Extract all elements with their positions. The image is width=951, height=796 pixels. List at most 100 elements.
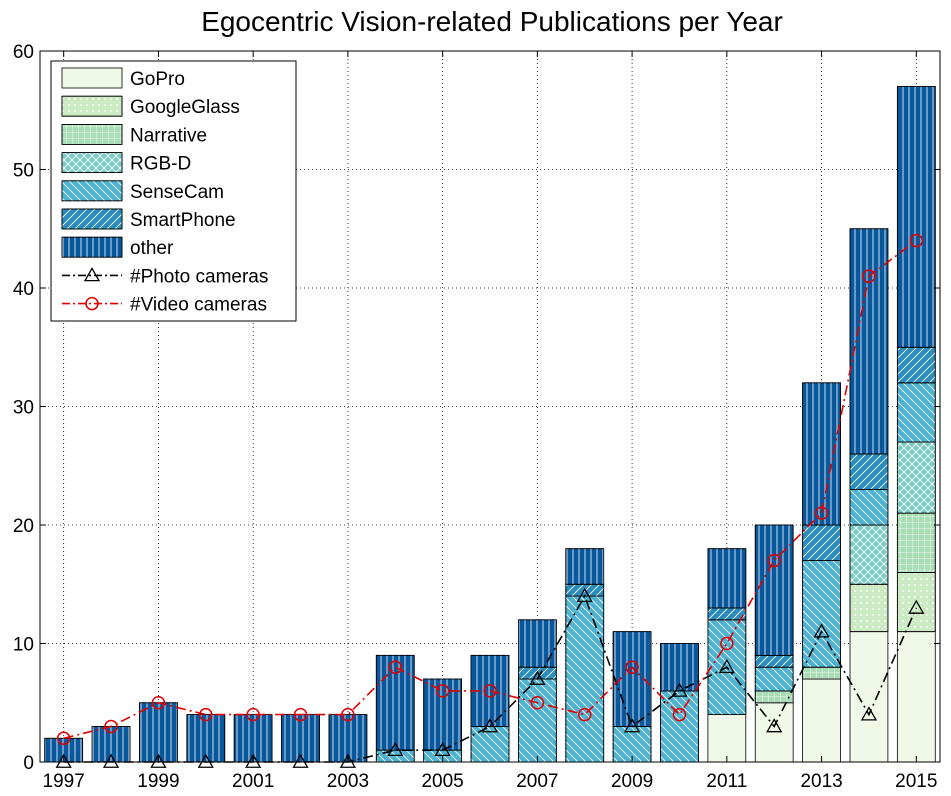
- x-tick-label: 2001: [232, 771, 274, 792]
- y-tick-label: 30: [13, 398, 34, 419]
- bar-hatch-smartphone-2015: [896, 346, 936, 384]
- bar-hatch-smartphone-2012: [754, 654, 794, 668]
- bar-hatch-rgb-d-2015: [896, 441, 936, 514]
- point-photo-cameras-2006: [481, 718, 499, 733]
- plot-area: 0 10 20 30 40 50 60 1997 1999 2001 2003 2005 2007 200…: [13, 42, 941, 792]
- bar-hatch-narrative-2013: [802, 666, 841, 680]
- bar-gopro-2014: [849, 631, 889, 763]
- legend-swatch-hatch-rgb-d: [61, 152, 123, 174]
- bar-hatch-sensecam-2007: [518, 678, 557, 763]
- x-tick-label: 2007: [516, 771, 558, 792]
- bar-hatch-googleglass-2015: [896, 572, 936, 633]
- point-photo-cameras-2001: [245, 753, 262, 768]
- point-photo-cameras-2004: [387, 741, 404, 757]
- bar-hatch-other-2009: [612, 631, 652, 727]
- bar-hatch-other-2015: [896, 86, 936, 348]
- point-video-cameras-2015: [909, 233, 924, 248]
- bar-hatch-sensecam-2012: [754, 666, 794, 692]
- legend-swatch-hatch-smartphone: [61, 208, 123, 230]
- bar-hatch-other-2011: [707, 548, 747, 609]
- point-video-cameras-2012: [767, 553, 781, 568]
- bar-hatch-sensecam-2013: [802, 560, 841, 668]
- legend-label-rgb-d: RGB-D: [130, 154, 191, 175]
- bar-hatch-other-2008: [565, 548, 605, 585]
- y-tick-label: 40: [13, 279, 34, 300]
- bars: [44, 86, 936, 763]
- point-video-cameras-2014: [862, 269, 876, 283]
- point-photo-cameras-2012: [766, 718, 783, 733]
- x-tick-label: 1999: [137, 771, 179, 792]
- bar-hatch-sensecam-2014: [849, 489, 889, 526]
- legend-label-narrative: Narrative: [130, 125, 207, 146]
- legend-swatch-hatch-sensecam: [61, 180, 123, 202]
- bar-hatch-narrative-2012: [754, 690, 794, 704]
- legend-swatch-hatch-narrative: [61, 124, 123, 145]
- point-video-cameras-2002: [293, 707, 308, 722]
- point-photo-cameras-2000: [197, 753, 214, 768]
- point-video-cameras-1998: [104, 719, 118, 734]
- legend-label-other: other: [130, 238, 174, 259]
- point-photo-cameras-2015: [908, 599, 925, 614]
- bar-hatch-sensecam-2004: [375, 749, 415, 763]
- x-tick-label: 2003: [327, 771, 369, 792]
- point-photo-cameras-2005: [434, 741, 451, 757]
- point-video-cameras-2007: [530, 696, 545, 710]
- y-tick-label: 20: [13, 516, 34, 537]
- point-video-cameras-2008: [577, 707, 592, 722]
- point-photo-cameras-2007: [529, 670, 546, 685]
- point-video-cameras-2011: [720, 636, 734, 651]
- legend-label-googleglass: GoogleGlass: [130, 97, 240, 118]
- chart-title: Egocentric Vision-related Publications p…: [201, 6, 783, 37]
- bar-hatch-smartphone-2013: [802, 524, 841, 561]
- x-tick-label: 2011: [706, 771, 747, 792]
- legend-swatch-gopro: [61, 67, 123, 89]
- point-photo-cameras-2013: [813, 623, 830, 638]
- point-video-cameras-2005: [435, 684, 450, 698]
- y-tick-label: 50: [13, 161, 34, 182]
- point-video-cameras-2010: [672, 707, 687, 722]
- bar-hatch-other-1999: [139, 702, 178, 763]
- y-tick-label: 60: [13, 42, 34, 63]
- legend-swatch-hatch-other: [61, 236, 123, 258]
- bar-hatch-narrative-2015: [896, 512, 936, 573]
- legend-label-video-cameras: #Video cameras: [130, 295, 267, 316]
- bar-hatch-sensecam-2015: [896, 382, 936, 443]
- legend-label-gopro: GoPro: [130, 69, 185, 90]
- bar-gopro-2011: [707, 714, 747, 763]
- point-photo-cameras-2002: [292, 753, 309, 768]
- y-tick-label: 10: [13, 635, 34, 656]
- bar-hatch-other-2012: [754, 524, 794, 656]
- point-video-cameras-1999: [151, 696, 166, 710]
- point-video-cameras-2013: [814, 506, 829, 520]
- x-tick-label: 2009: [611, 771, 653, 792]
- x-tick-label: 2005: [421, 771, 463, 792]
- legend-swatch-hatch-googleglass: [61, 95, 123, 117]
- point-video-cameras-2000: [199, 707, 213, 722]
- legend-label-sensecam: SenseCam: [130, 182, 224, 203]
- bar-hatch-sensecam-2006: [470, 726, 510, 763]
- x-tick-label: 1997: [43, 771, 85, 792]
- point-photo-cameras-2003: [339, 753, 357, 768]
- y-tick-label: 0: [23, 753, 34, 774]
- point-video-cameras-2006: [483, 684, 497, 698]
- bar-gopro-2012: [754, 702, 794, 763]
- bar-hatch-other-2005: [423, 678, 462, 751]
- legend: GoPro GoogleGlass Narrative RGB-D SenseCam Sm…: [50, 60, 297, 322]
- bar-hatch-other-2004: [375, 654, 415, 751]
- point-video-cameras-2004: [388, 660, 403, 674]
- bar-hatch-sensecam-2008: [565, 595, 605, 763]
- bar-hatch-sensecam-2010: [660, 690, 699, 763]
- x-tick-label: 2013: [800, 771, 842, 792]
- point-photo-cameras-1998: [102, 753, 120, 768]
- ticks: 0 10 20 30 40 50 60 1997 1999 2001 2003 2005 2007 200…: [13, 42, 940, 792]
- legend-marker-photo-cameras: [83, 267, 101, 282]
- legend-label-smartphone: SmartPhone: [130, 210, 236, 231]
- bar-hatch-smartphone-2014: [849, 453, 889, 490]
- line-video-cameras: [63, 239, 917, 740]
- bar-hatch-smartphone-2011: [707, 607, 747, 621]
- point-video-cameras-2003: [341, 707, 355, 722]
- bar-hatch-googleglass-2014: [849, 583, 889, 633]
- point-photo-cameras-2008: [576, 587, 593, 602]
- point-video-cameras-2009: [625, 660, 639, 674]
